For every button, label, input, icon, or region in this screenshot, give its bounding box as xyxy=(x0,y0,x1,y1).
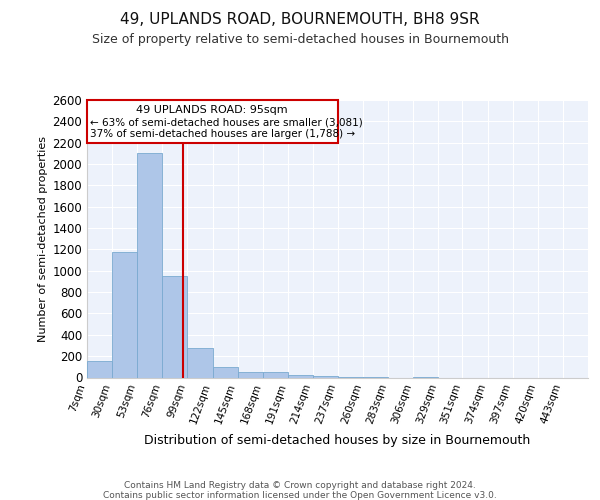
X-axis label: Distribution of semi-detached houses by size in Bournemouth: Distribution of semi-detached houses by … xyxy=(145,434,530,446)
Text: 37% of semi-detached houses are larger (1,788) →: 37% of semi-detached houses are larger (… xyxy=(90,129,355,139)
Bar xyxy=(137,154,163,378)
Text: 49, UPLANDS ROAD, BOURNEMOUTH, BH8 9SR: 49, UPLANDS ROAD, BOURNEMOUTH, BH8 9SR xyxy=(120,12,480,28)
Bar xyxy=(112,252,137,378)
Bar xyxy=(163,276,187,378)
Bar xyxy=(413,377,439,378)
Text: 49 UPLANDS ROAD: 95sqm: 49 UPLANDS ROAD: 95sqm xyxy=(136,105,288,115)
Bar xyxy=(187,348,212,378)
Bar xyxy=(363,377,388,378)
Bar xyxy=(87,362,112,378)
Text: Size of property relative to semi-detached houses in Bournemouth: Size of property relative to semi-detach… xyxy=(91,32,509,46)
Text: ← 63% of semi-detached houses are smaller (3,081): ← 63% of semi-detached houses are smalle… xyxy=(90,118,363,128)
Text: Contains public sector information licensed under the Open Government Licence v3: Contains public sector information licen… xyxy=(103,491,497,500)
Bar xyxy=(212,367,238,378)
Bar xyxy=(338,377,363,378)
Y-axis label: Number of semi-detached properties: Number of semi-detached properties xyxy=(38,136,48,342)
FancyBboxPatch shape xyxy=(87,100,337,142)
Bar xyxy=(238,372,263,378)
Bar xyxy=(313,376,338,378)
Bar xyxy=(263,372,288,378)
Text: Contains HM Land Registry data © Crown copyright and database right 2024.: Contains HM Land Registry data © Crown c… xyxy=(124,481,476,490)
Bar xyxy=(288,375,313,378)
